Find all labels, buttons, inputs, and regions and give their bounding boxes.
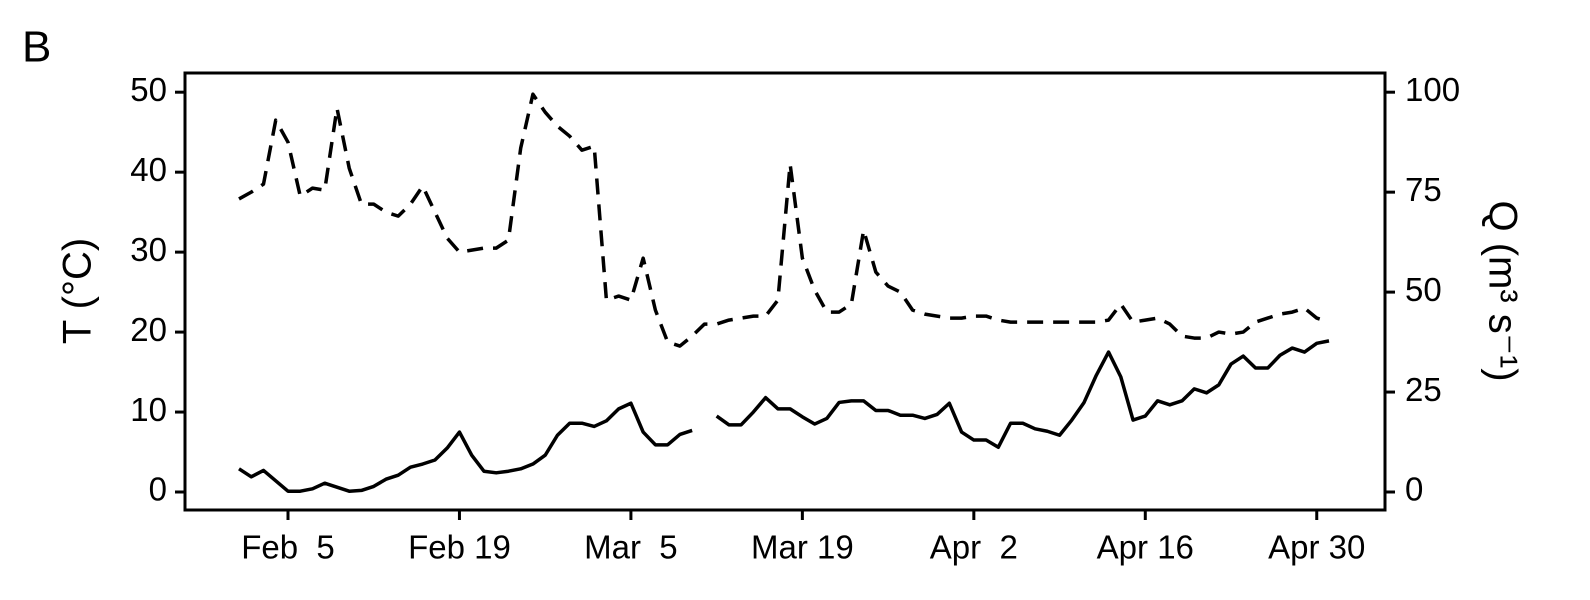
y-tick-label: 40	[130, 151, 167, 188]
x-tick-label: Feb 5	[241, 529, 335, 566]
x-tick-label: Mar 19	[751, 529, 854, 566]
y2-tick-label: 50	[1405, 271, 1442, 308]
plot-frame	[183, 71, 1387, 512]
x-tick-label: Apr 30	[1268, 529, 1365, 566]
y-tick-label: 10	[130, 391, 167, 428]
y-axis-label: T (°C)	[56, 238, 100, 344]
series-line	[238, 92, 1330, 348]
y2-tick-label: 0	[1405, 471, 1423, 508]
series-line	[238, 339, 1330, 493]
x-tick-label: Mar 5	[584, 529, 678, 566]
y2-tick-label: 75	[1405, 171, 1442, 208]
y2-axis-label: Q (m³ s⁻¹)	[1480, 200, 1524, 381]
y-tick-label: 30	[130, 231, 167, 268]
x-tick-label: Apr 16	[1097, 529, 1194, 566]
y-tick-label: 0	[149, 471, 167, 508]
y2-tick-label: 100	[1405, 71, 1460, 108]
y-tick-label: 20	[130, 311, 167, 348]
x-tick-label: Apr 2	[930, 529, 1018, 566]
panel-label: B	[22, 23, 51, 72]
y2-tick-label: 25	[1405, 371, 1442, 408]
x-tick-label: Feb 19	[408, 529, 511, 566]
y-tick-label: 50	[130, 71, 167, 108]
